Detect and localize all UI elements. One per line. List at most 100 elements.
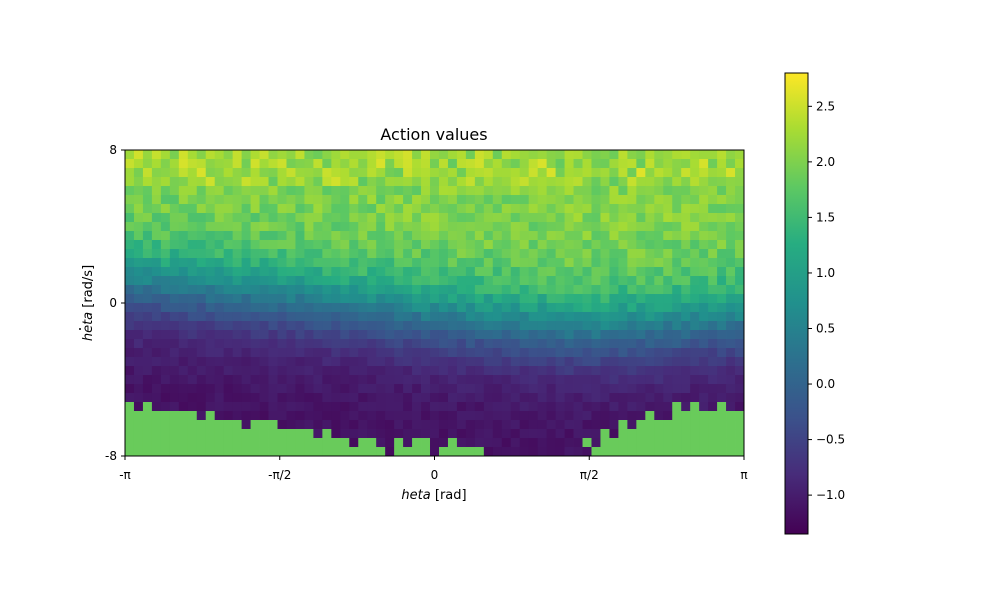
heatmap-cell: [205, 222, 216, 232]
heatmap-cell: [421, 438, 431, 448]
heatmap-cell: [304, 330, 314, 340]
heatmap-cell: [169, 429, 180, 439]
heatmap-cell: [277, 402, 287, 412]
heatmap-cell: [663, 393, 673, 403]
heatmap-cell: [636, 231, 646, 241]
heatmap-cell: [537, 393, 548, 403]
heatmap-cell: [223, 330, 234, 340]
heatmap-cell: [636, 240, 646, 250]
heatmap-cell: [618, 195, 628, 205]
heatmap-cell: [421, 447, 431, 457]
heatmap-cell: [492, 258, 503, 268]
heatmap-cell: [438, 375, 449, 385]
heatmap-cell: [286, 312, 296, 322]
heatmap-cell: [367, 195, 377, 205]
heatmap-cell: [456, 303, 467, 313]
heatmap-cell: [160, 258, 171, 268]
heatmap-cell: [277, 294, 287, 304]
heatmap-cell: [322, 276, 332, 286]
heatmap-cell: [142, 384, 153, 394]
heatmap-cell: [555, 312, 565, 322]
heatmap-cell: [349, 231, 359, 241]
heatmap-cell: [205, 330, 216, 340]
heatmap-cell: [546, 168, 557, 178]
heatmap-cell: [555, 303, 565, 313]
heatmap-cell: [537, 159, 548, 169]
heatmap-cell: [214, 213, 225, 223]
heatmap-cell: [421, 177, 431, 187]
heatmap-cell: [223, 357, 234, 367]
heatmap-cell: [331, 447, 341, 457]
heatmap-cell: [286, 294, 296, 304]
heatmap-cell: [618, 186, 628, 196]
heatmap-cell: [483, 294, 494, 304]
heatmap-cell: [690, 240, 700, 250]
heatmap-cell: [367, 276, 377, 286]
y-axis-label-dot: [79, 328, 81, 330]
heatmap-cell: [690, 420, 700, 430]
heatmap-cell: [663, 267, 673, 277]
heatmap-cell: [573, 213, 583, 223]
heatmap-cell: [358, 159, 368, 169]
heatmap-cell: [295, 258, 305, 268]
heatmap-cell: [438, 366, 449, 376]
heatmap-cell: [125, 249, 135, 259]
heatmap-cell: [492, 222, 503, 232]
heatmap-cell: [259, 411, 269, 421]
heatmap-cell: [394, 195, 404, 205]
heatmap-cell: [169, 258, 180, 268]
heatmap-cell: [555, 186, 565, 196]
heatmap-cell: [367, 159, 377, 169]
heatmap-cell: [618, 222, 628, 232]
heatmap-cell: [412, 420, 422, 430]
heatmap-cell: [654, 447, 664, 457]
heatmap-cell: [340, 240, 350, 250]
heatmap-cell: [492, 294, 503, 304]
heatmap-cell: [654, 321, 664, 331]
heatmap-cell: [178, 258, 189, 268]
heatmap-cell: [295, 285, 305, 295]
heatmap-cell: [654, 231, 664, 241]
heatmap-cell: [501, 159, 512, 169]
heatmap-cell: [259, 384, 269, 394]
heatmap-cell: [474, 375, 485, 385]
heatmap-cell: [421, 375, 431, 385]
heatmap-cell: [537, 420, 548, 430]
heatmap-cell: [636, 258, 646, 268]
heatmap-cell: [160, 375, 171, 385]
heatmap-cell: [412, 312, 422, 322]
heatmap-cell: [178, 285, 189, 295]
heatmap-cell: [582, 267, 592, 277]
heatmap-cell: [394, 222, 404, 232]
heatmap-cell: [367, 249, 377, 259]
heatmap-cell: [169, 285, 180, 295]
heatmap-cell: [259, 276, 269, 286]
heatmap-cell: [465, 240, 476, 250]
heatmap-cell: [259, 249, 269, 259]
heatmap-cell: [286, 366, 296, 376]
heatmap-cell: [609, 240, 619, 250]
heatmap-cell: [663, 195, 673, 205]
heatmap-cell: [708, 267, 718, 277]
heatmap-cell: [717, 366, 727, 376]
heatmap-cell: [178, 321, 189, 331]
heatmap-cell: [654, 204, 664, 214]
heatmap-cell: [169, 267, 180, 277]
heatmap-cell: [681, 375, 691, 385]
heatmap-cell: [133, 339, 144, 349]
heatmap-cell: [277, 195, 287, 205]
heatmap-cell: [492, 168, 503, 178]
heatmap-cell: [564, 438, 574, 448]
heatmap-cell: [735, 258, 745, 268]
heatmap-cell: [187, 402, 198, 412]
heatmap-cell: [582, 348, 592, 358]
heatmap-cell: [295, 177, 305, 187]
heatmap-cell: [178, 159, 189, 169]
heatmap-cell: [483, 258, 494, 268]
heatmap-cell: [313, 393, 323, 403]
heatmap-cell: [142, 168, 153, 178]
heatmap-cell: [645, 204, 655, 214]
heatmap-cell: [187, 204, 198, 214]
heatmap-cell: [438, 195, 449, 205]
heatmap-cell: [313, 357, 323, 367]
